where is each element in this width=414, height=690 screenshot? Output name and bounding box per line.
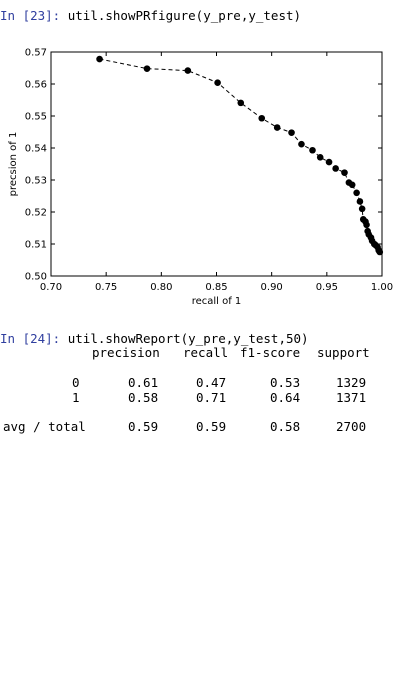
x-tick-label: 0.75 [95, 282, 117, 293]
pr-point [298, 140, 305, 148]
cell-code[interactable]: util.showReport(y_pre,y_test,50) [60, 331, 309, 346]
pr-point [332, 165, 339, 172]
code-cell-23[interactable]: In [23]: util.showPRfigure(y_pre,y_test) [0, 8, 301, 23]
row-label: 1 [72, 390, 80, 405]
x-axis-label: recall of 1 [192, 296, 242, 307]
x-tick-label: 0.80 [150, 282, 172, 293]
x-tick-label: 0.90 [261, 282, 283, 293]
total-label: avg / total [3, 419, 86, 434]
pr-point [214, 79, 221, 87]
row-recall: 0.47 [196, 375, 227, 390]
header-support: support [317, 345, 370, 360]
pr-point [309, 146, 316, 154]
pr-point [237, 99, 245, 107]
header-f1-score: f1-score [240, 345, 301, 360]
pr-point [325, 158, 333, 166]
row-recall: 0.71 [196, 390, 227, 405]
row-f1: 0.53 [270, 375, 301, 390]
pr-point [356, 198, 364, 205]
y-tick-label: 0.50 [25, 272, 47, 283]
pr-chart: 0.70 0.75 0.80 0.85 0.90 0.95 1.00 0.50 0.51 0.52… [8, 48, 393, 308]
row-precision: 0.61 [128, 375, 159, 390]
pr-point [273, 124, 281, 131]
total-support: 2700 [336, 419, 367, 434]
pr-point [358, 205, 366, 213]
code-cell-24[interactable]: In [24]: util.showReport(y_pre,y_test,50… [0, 331, 309, 346]
row-f1: 0.64 [270, 390, 301, 405]
classification-report: precision recall f1-score support 0 0.61… [0, 345, 414, 445]
header-precision: precision [92, 345, 160, 360]
y-tick-label: 0.51 [25, 240, 47, 251]
cell-prompt: In [24]: [0, 331, 61, 346]
pr-point [348, 181, 356, 189]
pr-point [288, 129, 295, 136]
cell-code[interactable]: util.showPRfigure(y_pre,y_test) [60, 8, 302, 23]
total-precision: 0.59 [128, 419, 159, 434]
pr-point [376, 248, 384, 256]
y-tick-label: 0.57 [25, 48, 47, 59]
total-recall: 0.59 [196, 419, 227, 434]
row-label: 0 [72, 375, 80, 390]
row-precision: 0.58 [128, 390, 159, 405]
x-tick-label: 0.85 [205, 282, 227, 293]
pr-point [341, 169, 348, 176]
y-tick-label: 0.54 [25, 144, 47, 155]
total-f1: 0.58 [270, 419, 301, 434]
pr-point [353, 189, 360, 197]
y-tick-label: 0.56 [25, 80, 47, 91]
y-axis-label: precsion of 1 [8, 132, 19, 197]
y-tick-label: 0.52 [25, 208, 47, 219]
y-tick-label: 0.55 [25, 112, 47, 123]
pr-point [96, 55, 103, 63]
x-tick-label: 0.70 [40, 282, 62, 293]
cell-prompt: In [23]: [0, 8, 61, 23]
row-support: 1371 [336, 390, 367, 405]
pr-point [258, 114, 266, 122]
pr-point [184, 67, 192, 74]
header-recall: recall [183, 345, 229, 360]
x-tick-label: 1.00 [371, 282, 393, 293]
y-tick-label: 0.53 [25, 176, 47, 187]
pr-point [363, 221, 370, 229]
pr-point [143, 65, 151, 72]
x-tick-label: 0.95 [316, 282, 338, 293]
row-support: 1329 [336, 375, 367, 390]
pr-point [316, 153, 324, 161]
